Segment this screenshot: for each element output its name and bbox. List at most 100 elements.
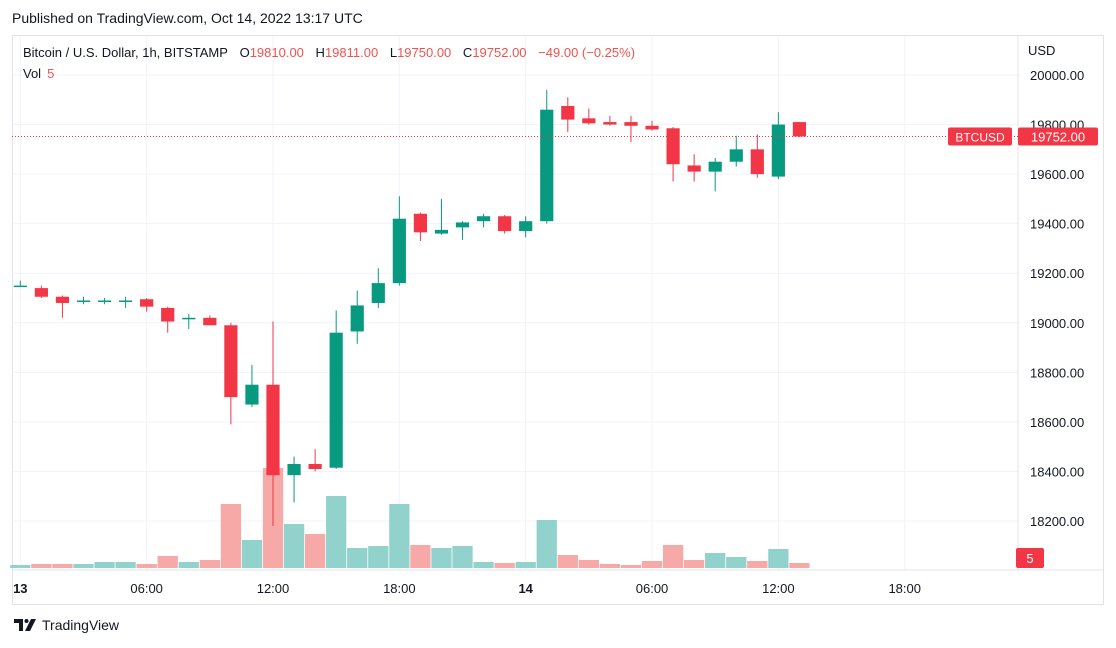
volume-bar bbox=[473, 562, 494, 568]
volume-bar bbox=[641, 561, 663, 568]
price-tick-label: 19000.00 bbox=[1030, 316, 1084, 331]
volume-bar bbox=[31, 564, 52, 568]
price-tick-label: 19600.00 bbox=[1030, 167, 1084, 182]
last-price-tag-label: 19752.00 bbox=[1031, 129, 1085, 144]
time-tick-label: 18:00 bbox=[888, 581, 921, 596]
candle bbox=[266, 321, 280, 526]
ohlc-legend: Bitcoin / U.S. Dollar, 1h, BITSTAMP O198… bbox=[23, 45, 635, 60]
candle-body bbox=[498, 216, 512, 232]
symbol-tag-label: BTCUSD bbox=[955, 130, 1005, 144]
volume-bar bbox=[52, 564, 73, 568]
published-note: Published on TradingView.com, Oct 14, 20… bbox=[12, 10, 363, 26]
candle-body bbox=[476, 216, 491, 222]
candle bbox=[245, 364, 259, 408]
time-tick-label: 14 bbox=[518, 581, 533, 596]
volume-bar bbox=[157, 556, 178, 568]
candle bbox=[771, 112, 785, 180]
price-tick-label: 18800.00 bbox=[1030, 365, 1084, 380]
volume-bar bbox=[410, 545, 431, 568]
candle-body bbox=[624, 122, 638, 126]
candle bbox=[666, 127, 680, 182]
volume-bar bbox=[536, 520, 557, 568]
candle-body bbox=[582, 118, 596, 124]
candle-body bbox=[455, 222, 470, 228]
footer-brand[interactable]: TradingView bbox=[14, 617, 119, 633]
chart-frame bbox=[12, 35, 1104, 605]
price-tick-label: 18600.00 bbox=[1030, 415, 1084, 430]
change-value: −49.00 (−0.25%) bbox=[538, 45, 636, 60]
low-label: L bbox=[389, 45, 398, 60]
candle bbox=[476, 213, 491, 228]
close-label: C bbox=[462, 45, 473, 60]
volume-bar bbox=[136, 564, 157, 568]
last-volume-tag-label: 5 bbox=[1026, 551, 1033, 566]
volume-label: Vol bbox=[23, 66, 42, 81]
volume-bar bbox=[599, 564, 621, 568]
volume-bar bbox=[620, 565, 642, 568]
volume-bar bbox=[199, 560, 220, 568]
volume-bar bbox=[578, 560, 599, 568]
candle-body bbox=[182, 317, 196, 320]
volume-legend[interactable]: Vol 5 bbox=[23, 66, 54, 81]
candle bbox=[413, 212, 427, 242]
candle-body bbox=[13, 285, 27, 288]
candle bbox=[645, 120, 659, 131]
candle bbox=[350, 290, 364, 344]
candles[interactable] bbox=[13, 89, 807, 526]
symbol-title[interactable]: Bitcoin / U.S. Dollar, 1h, BITSTAMP bbox=[23, 45, 228, 60]
candle bbox=[371, 268, 385, 308]
volume-bar bbox=[747, 561, 768, 568]
time-tick-label: 12:00 bbox=[762, 581, 795, 596]
grid-lines bbox=[12, 36, 1103, 571]
candle-body bbox=[350, 305, 364, 332]
candle bbox=[729, 135, 743, 167]
volume-bar bbox=[115, 562, 136, 568]
candle bbox=[434, 198, 449, 235]
volume-bar bbox=[73, 564, 94, 568]
time-axis[interactable]: 13 06:00 12:00 18:00 14 06:00 12:00 18:00 bbox=[13, 581, 921, 596]
candle-body bbox=[371, 283, 385, 303]
candle-body bbox=[287, 464, 301, 476]
currency-label[interactable]: USD bbox=[1028, 43, 1056, 58]
candle-body bbox=[266, 384, 280, 476]
candle-body bbox=[140, 299, 154, 307]
candle-body bbox=[645, 125, 659, 130]
candle bbox=[182, 314, 196, 329]
candle bbox=[561, 97, 575, 132]
volume-bar bbox=[220, 504, 242, 568]
volume-bar bbox=[705, 553, 726, 568]
time-tick-label: 18:00 bbox=[383, 581, 416, 596]
volume-bar bbox=[768, 549, 789, 568]
volume-bar bbox=[368, 546, 389, 568]
candle bbox=[308, 449, 322, 472]
candle bbox=[34, 285, 48, 298]
candle-body bbox=[750, 149, 764, 175]
high-value: 19811.00 bbox=[324, 45, 379, 60]
candle bbox=[392, 196, 406, 286]
candle-body bbox=[245, 384, 259, 405]
candle-body bbox=[55, 296, 70, 303]
candle-body bbox=[792, 122, 807, 137]
price-tick-label: 19400.00 bbox=[1030, 217, 1084, 232]
volume-bar bbox=[452, 546, 473, 568]
last-volume-tag-bg bbox=[1016, 548, 1044, 568]
candle bbox=[540, 89, 554, 224]
time-tick-label: 06:00 bbox=[636, 581, 669, 596]
candle-body bbox=[203, 317, 217, 326]
candle-body bbox=[687, 165, 701, 172]
candle bbox=[161, 306, 175, 333]
candle bbox=[455, 221, 470, 240]
volume-bar bbox=[515, 562, 536, 568]
open-value: 19810.00 bbox=[249, 45, 304, 60]
candle bbox=[203, 315, 217, 326]
candle bbox=[792, 121, 807, 137]
candle bbox=[624, 115, 638, 142]
brand-name: TradingView bbox=[42, 617, 120, 633]
candle-body bbox=[434, 229, 449, 234]
candle-body bbox=[603, 122, 617, 125]
price-markers: BTCUSD 19752.00 5 bbox=[12, 127, 1098, 568]
volume-bar bbox=[241, 540, 263, 568]
volume-bar bbox=[178, 562, 199, 568]
volume-bar bbox=[662, 545, 684, 568]
